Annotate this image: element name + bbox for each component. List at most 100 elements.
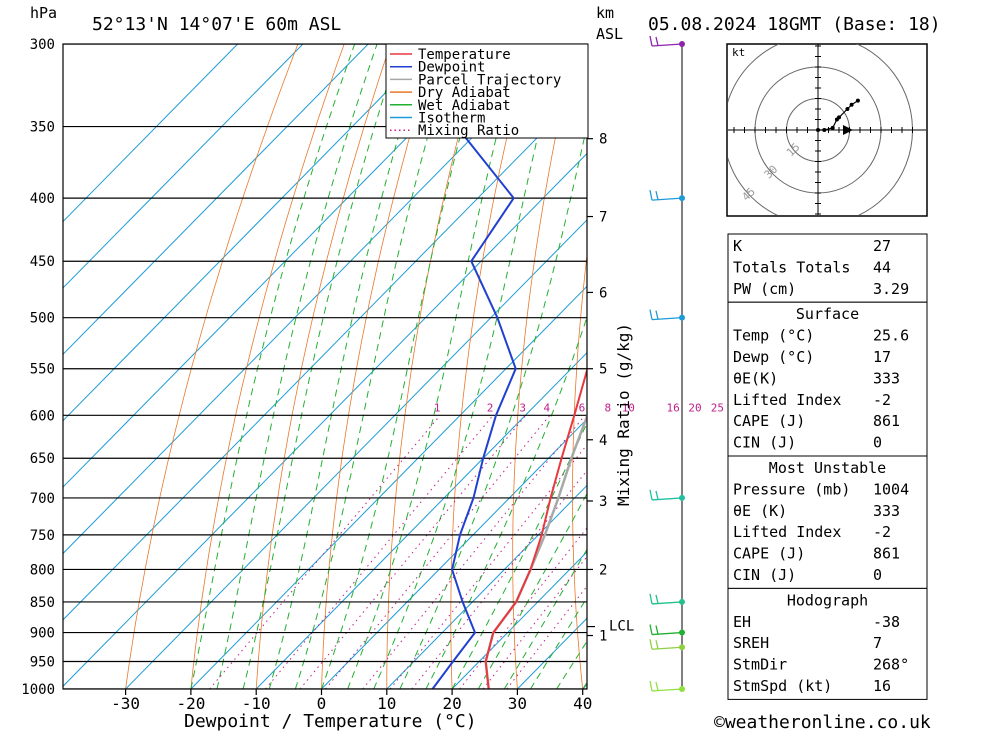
wet-adiabat-line — [347, 44, 521, 689]
x-axis-label: Dewpoint / Temperature (°C) — [184, 711, 477, 732]
wind-barb — [649, 639, 685, 651]
index-value: 268° — [873, 656, 909, 674]
wind-barb — [649, 35, 685, 47]
mixing-ratio-line — [362, 415, 586, 689]
mixing-ratio-label: 6 — [579, 401, 586, 414]
wind-barb-staff — [651, 497, 683, 501]
index-value: 861 — [873, 545, 900, 563]
index-label: θE(K) — [733, 369, 778, 387]
index-label: K — [733, 237, 742, 255]
legend-entry: Parcel Trajectory — [418, 72, 561, 88]
height-tick-label: 5 — [599, 362, 607, 378]
index-value: 7 — [873, 634, 882, 652]
wind-barb-flag — [649, 624, 653, 635]
index-label: SREH — [733, 634, 769, 652]
index-value: 1004 — [873, 480, 909, 498]
profile-line-parcel-trajectory — [484, 412, 587, 689]
mixing-ratio-label: 4 — [543, 401, 550, 414]
most-unstable-indices-title: Most Unstable — [769, 459, 886, 477]
surface-indices-title: Surface — [796, 305, 859, 323]
index-label: Lifted Index — [733, 523, 841, 541]
legend-entry: Isotherm — [418, 111, 485, 127]
wind-barb-flag — [655, 625, 659, 635]
pressure-tick-label: 300 — [30, 37, 55, 53]
surface-indices: Surface Temp (°C) 25.6 Dewp (°C) 17 θE(K) 333 L… — [727, 301, 928, 457]
wet-adiabat-line — [242, 44, 402, 689]
height-axis: 1 2 3 4 5 6 7 8 LCL — [587, 132, 634, 645]
isotherm-line — [451, 551, 587, 689]
dry-adiabat-line — [450, 44, 530, 689]
index-value: 17 — [873, 348, 891, 366]
index-value: -38 — [873, 613, 900, 631]
isotherm-line — [63, 44, 565, 555]
temperature-tick-label: 30 — [508, 694, 527, 713]
temperature-tick-label: -10 — [242, 694, 271, 713]
wind-barb-flag — [655, 594, 659, 604]
hodograph-point — [837, 115, 841, 120]
height-tick-label: 8 — [599, 132, 607, 148]
wet-adiabat-line — [294, 44, 455, 689]
mixing-ratio-label: 1 — [434, 401, 441, 414]
wind-barb — [649, 309, 685, 321]
wet-adiabat-line — [451, 421, 587, 689]
wet-adiabat-line — [268, 44, 427, 689]
pressure-tick-label: 450 — [30, 254, 55, 270]
index-label: Dewp (°C) — [733, 348, 814, 366]
height-tick-label: 2 — [599, 562, 607, 578]
mixing-ratio-label: 3 — [519, 401, 526, 414]
hodograph-indices: Hodograph EH -38 SREH 7 StmDir 268° StmSpd (kt)… — [727, 587, 928, 700]
basic-indices: K 27 Totals Totals 44 PW (cm) 3.29 — [727, 233, 928, 303]
wind-barb-staff — [651, 43, 683, 47]
legend-entry: Dewpoint — [418, 60, 485, 76]
mixing-ratio-line — [209, 415, 441, 689]
pressure-tick-label: 550 — [30, 362, 55, 378]
index-label: θE (K) — [733, 502, 787, 520]
index-label: Totals Totals — [733, 258, 850, 276]
dry-adiabat-line — [190, 44, 345, 689]
legend-box — [385, 43, 589, 139]
index-label: CIN (J) — [733, 434, 796, 452]
isotherm-line — [63, 44, 500, 488]
index-value: 25.6 — [873, 327, 909, 345]
location-title: 52°13'N 14°07'E 60m ASL — [92, 14, 341, 35]
dry-adiabat-line — [945, 44, 1000, 689]
pressure-tick-label: 1000 — [21, 682, 55, 698]
wind-barb-flag — [655, 640, 659, 649]
index-value: -2 — [873, 523, 891, 541]
wind-barb-flag — [655, 490, 659, 500]
mixing-ratio-axis-label: Mixing Ratio (g/kg) — [614, 323, 633, 506]
wind-barb-flag — [655, 681, 659, 691]
most-unstable-indices: Most Unstable Pressure (mb) 1004 θE (K) 333 L… — [727, 455, 928, 589]
index-value: 333 — [873, 502, 900, 520]
wind-barb-staff — [651, 601, 683, 605]
dry-adiabat-line — [631, 44, 669, 689]
index-value: 861 — [873, 412, 900, 430]
wind-barb-staff — [651, 688, 683, 692]
isotherm-line — [321, 418, 587, 689]
height-unit-km: km — [596, 4, 614, 22]
pressure-tick-label: 350 — [30, 120, 55, 136]
mixing-ratio-lines — [209, 415, 587, 689]
wind-barb — [649, 624, 685, 636]
pressure-tick-label: 600 — [30, 408, 55, 424]
hodograph-unit: kt — [732, 46, 745, 59]
hodograph-indices-frame — [727, 587, 928, 700]
index-value: 44 — [873, 258, 891, 276]
wind-barb-flag — [649, 189, 653, 201]
isotherm-line — [63, 152, 587, 687]
pressure-tick-label: 700 — [30, 491, 55, 507]
pressure-unit-label: hPa — [30, 4, 57, 22]
isotherm-line — [386, 484, 587, 689]
index-value: 27 — [873, 237, 891, 255]
wind-barb-flag — [649, 309, 653, 320]
temperature-tick-label: -20 — [176, 694, 205, 713]
hodograph-point — [845, 107, 850, 111]
profile-line-temperature — [484, 367, 587, 689]
wet-adiabat-line — [216, 44, 378, 689]
index-label: CAPE (J) — [733, 412, 805, 430]
pressure-tick-label: 850 — [30, 595, 55, 611]
index-label: StmSpd (kt) — [733, 677, 832, 695]
pressure-tick-label: 950 — [30, 655, 55, 671]
isotherm-line — [63, 44, 434, 422]
